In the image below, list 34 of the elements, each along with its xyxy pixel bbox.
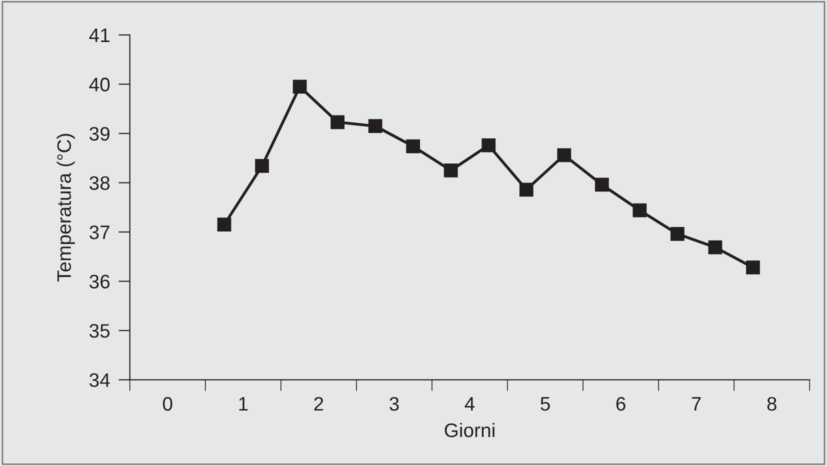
y-tick-label: 36 [90, 274, 110, 288]
x-tick-label: 3 [390, 396, 399, 411]
point [632, 203, 647, 218]
point [594, 178, 609, 192]
point [444, 163, 458, 178]
y-tick-label: 34 [90, 373, 110, 388]
x-tick-label: 5 [540, 397, 550, 411]
point [557, 148, 572, 162]
x-tick-label: 1 [239, 397, 248, 411]
point [519, 182, 534, 197]
point [217, 218, 232, 232]
y-tick-label: 39 [90, 126, 110, 141]
x-tick-label: 0 [162, 396, 172, 411]
x-axis-title: Giorni [444, 422, 494, 438]
x-tick-label: 2 [314, 396, 324, 411]
y-tick-label: 35 [90, 324, 110, 338]
point [368, 119, 382, 134]
point [708, 240, 722, 254]
y-tick-label: 40 [89, 78, 110, 92]
point [406, 139, 420, 154]
point [670, 227, 684, 241]
x-tick-label: 7 [692, 397, 701, 411]
x-tick-label: 8 [767, 396, 776, 411]
point [330, 115, 344, 130]
x-tick-label: 4 [464, 397, 475, 411]
y-tick-label: 38 [90, 176, 110, 190]
x-tick-label: 6 [616, 396, 626, 411]
y-tick-label: 41 [89, 28, 110, 42]
point [292, 80, 307, 94]
point [482, 138, 496, 152]
y-axis-title: Temperatura (°C) [56, 134, 75, 282]
point [746, 260, 760, 274]
point [255, 159, 269, 173]
y-tick-label: 37 [90, 225, 110, 240]
